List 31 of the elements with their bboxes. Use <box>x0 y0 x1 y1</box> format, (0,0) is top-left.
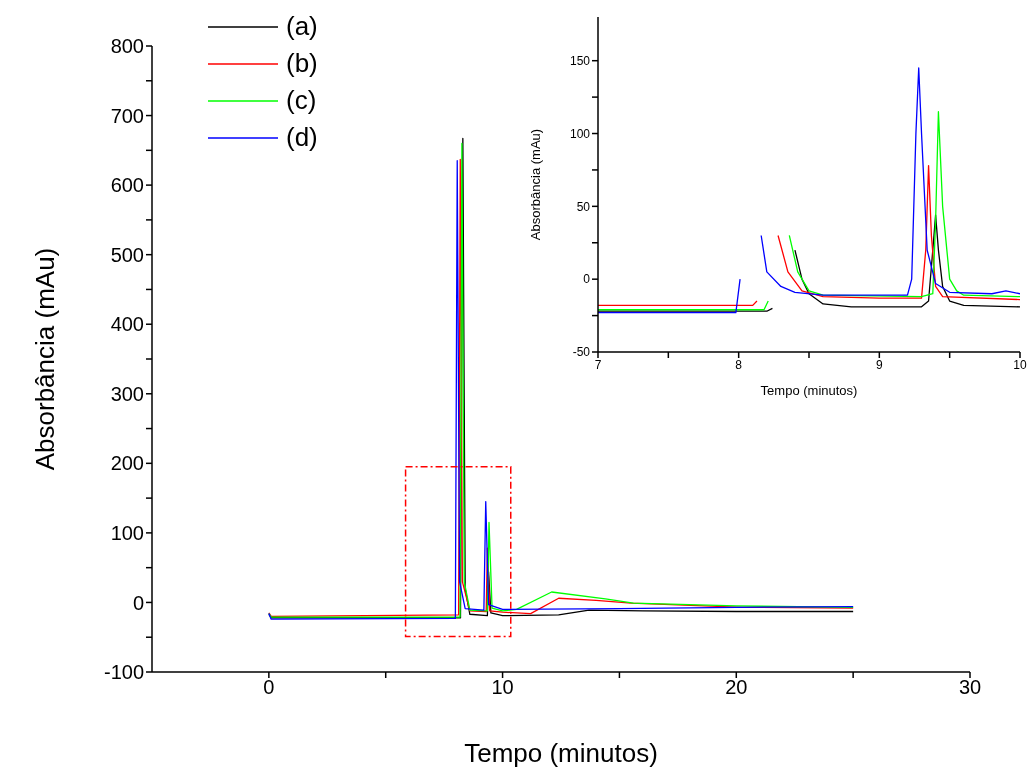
y-tick-label: 700 <box>110 104 144 127</box>
y-tick-label: 400 <box>110 313 144 336</box>
y-tick-label: -50 <box>572 345 591 360</box>
legend-label: (c) <box>286 85 317 116</box>
y-tick-label: 0 <box>583 272 591 287</box>
y-tick-label: 50 <box>576 199 591 214</box>
y-tick-label: 150 <box>569 53 591 68</box>
y-tick-label: 100 <box>110 521 144 544</box>
y-tick-label: 600 <box>110 174 144 197</box>
legend-label: (b) <box>286 48 318 79</box>
x-tick-label: 9 <box>875 357 883 372</box>
y-tick-label: 300 <box>110 382 144 405</box>
y-axis-title: Absorbância (mAu) <box>30 247 61 471</box>
x-tick-label: 0 <box>263 676 275 699</box>
x-tick-label: 8 <box>735 357 743 372</box>
y-axis-title: Absorbância (mAu) <box>527 128 543 241</box>
y-tick-label: 0 <box>132 591 144 614</box>
y-tick-label: 200 <box>110 452 144 475</box>
x-axis-title: Tempo (minutos) <box>464 738 658 767</box>
x-tick-label: 10 <box>1013 357 1027 372</box>
x-tick-label: 20 <box>725 676 748 699</box>
x-tick-label: 7 <box>594 357 602 372</box>
y-tick-label: 500 <box>110 243 144 266</box>
y-tick-label: 800 <box>110 35 144 58</box>
legend-label: (a) <box>286 11 318 42</box>
y-tick-label: 100 <box>569 126 591 141</box>
legend-label: (d) <box>286 122 318 153</box>
x-axis-title: Tempo (minutos) <box>760 383 858 398</box>
x-tick-label: 30 <box>958 676 982 699</box>
x-tick-label: 10 <box>491 676 514 699</box>
y-tick-label: -100 <box>103 661 144 684</box>
